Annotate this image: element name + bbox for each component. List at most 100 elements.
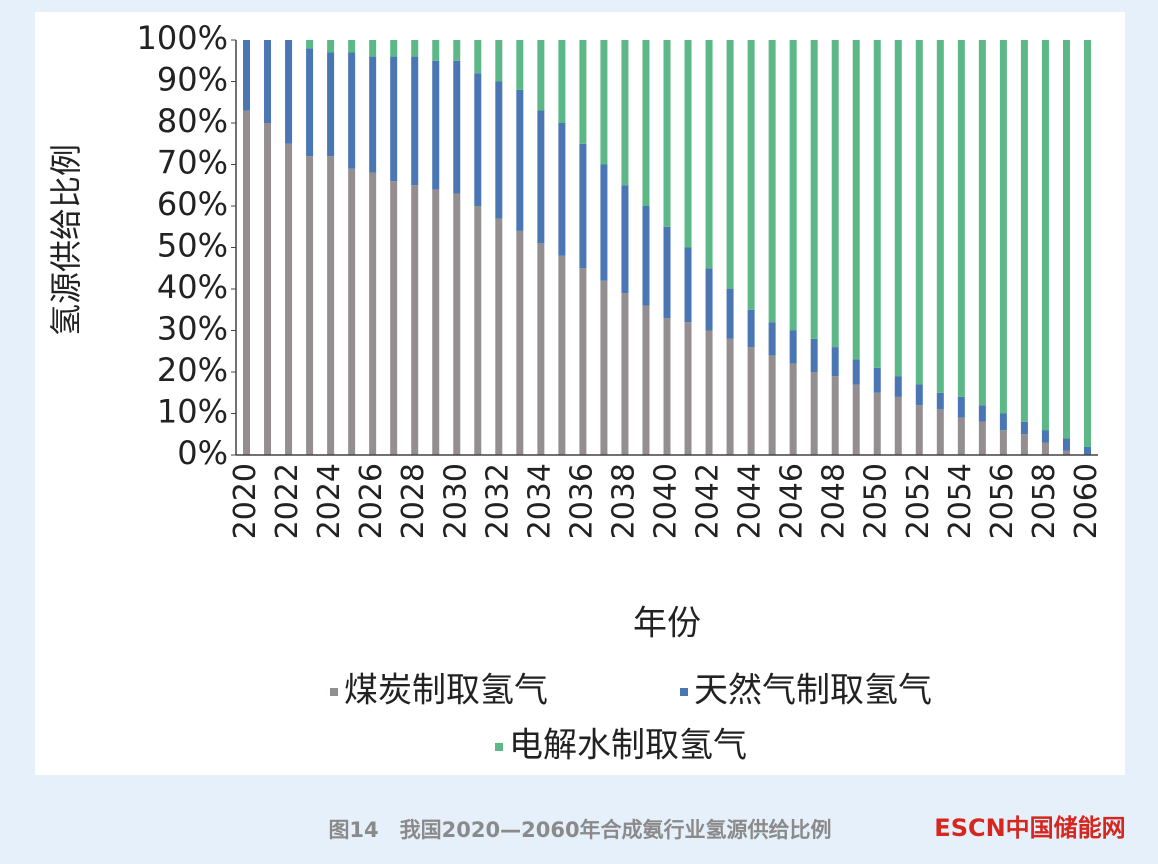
x-tick-label: 2048: [817, 463, 852, 539]
bar-segment: [516, 230, 524, 455]
bar-segment: [789, 330, 797, 364]
bar-segment: [831, 347, 839, 377]
bar-segment: [747, 347, 755, 455]
bar-segment: [537, 243, 545, 455]
x-tick-label: 2030: [438, 463, 473, 539]
legend-label: 天然气制取氢气: [694, 671, 932, 711]
bar-segment: [432, 189, 440, 455]
bar-segment: [873, 392, 881, 455]
bar-segment: [789, 363, 797, 455]
bar-segment: [579, 40, 587, 144]
bar-segment: [894, 40, 902, 377]
y-tick-label: 50%: [157, 227, 228, 265]
x-tick-label: 2052: [901, 463, 936, 539]
bar-segment: [495, 81, 503, 219]
bar-segment: [369, 172, 377, 456]
bar-segment: [495, 40, 503, 82]
x-tick-label: 2020: [228, 463, 263, 539]
bar-segment: [411, 40, 419, 57]
bar-segment: [1062, 40, 1070, 439]
bar-segment: [579, 143, 587, 269]
bar-segment: [1083, 446, 1091, 455]
bar-segment: [789, 40, 797, 331]
bar-segment: [579, 268, 587, 455]
y-tick-label: 10%: [157, 393, 228, 431]
bar-segment: [327, 52, 335, 157]
bar-segment: [264, 123, 272, 455]
bar-segment: [852, 359, 860, 385]
x-tick-label: 2036: [564, 463, 599, 539]
bar-segment: [999, 40, 1007, 414]
x-tick-label: 2060: [1069, 463, 1104, 539]
x-tick-label: 2026: [354, 463, 389, 539]
bar-segment: [621, 293, 629, 455]
y-tick-label: 20%: [157, 351, 228, 389]
bar-segment: [915, 405, 923, 455]
bar-segment: [768, 355, 776, 455]
bar-segment: [726, 338, 734, 455]
x-tick-label: 2034: [522, 463, 557, 539]
bar-segment: [474, 73, 482, 206]
bar-segment: [663, 40, 671, 227]
bar-segment: [705, 330, 713, 455]
legend-label: 电解水制取氢气: [509, 726, 747, 766]
bar-segment: [642, 40, 650, 206]
bar-segment: [768, 322, 776, 356]
bar-segment: [264, 40, 272, 123]
y-tick-label: 90%: [157, 61, 228, 99]
bar-segment: [432, 60, 440, 190]
bar-segment: [621, 185, 629, 294]
bar-segment: [915, 40, 923, 385]
bar-segment: [684, 322, 692, 455]
bar-segment: [516, 40, 524, 90]
bar-segment: [705, 40, 713, 269]
bar-segment: [663, 226, 671, 319]
y-tick-label: 100%: [137, 19, 228, 57]
bar-segment: [684, 40, 692, 248]
legend-label: 煤炭制取氢气: [344, 671, 548, 711]
bar-segment: [516, 89, 524, 231]
x-tick-label: 2056: [985, 463, 1020, 539]
bar-segment: [747, 40, 755, 310]
bar-segment: [369, 40, 377, 57]
bar-segment: [873, 367, 881, 393]
bar-segment: [495, 218, 503, 455]
bar-segment: [348, 52, 356, 169]
bar-segment: [306, 40, 314, 49]
bar-segment: [936, 409, 944, 455]
bar-segment: [936, 392, 944, 410]
bar-segment: [1041, 430, 1049, 443]
bar-segment: [348, 40, 356, 53]
legend-swatch: [495, 743, 503, 751]
bar-segment: [810, 40, 818, 339]
x-tick-label: 2044: [733, 463, 768, 539]
bar-segment: [726, 40, 734, 289]
bar-segment: [936, 40, 944, 393]
bar-segment: [642, 305, 650, 455]
bar-segment: [978, 40, 986, 406]
bar-segment: [243, 110, 251, 456]
bar-segment: [285, 143, 293, 455]
legend-swatch: [330, 688, 338, 696]
bar-segment: [957, 396, 965, 418]
bar-segment: [999, 430, 1007, 455]
bar-segment: [810, 372, 818, 455]
bar-segment: [726, 289, 734, 339]
bar-segment: [1041, 442, 1049, 455]
bar-segment: [894, 396, 902, 455]
x-axis-title: 年份: [633, 604, 701, 644]
x-tick-label: 2022: [270, 463, 305, 539]
bar-segment: [453, 40, 461, 61]
y-tick-label: 60%: [157, 185, 228, 223]
x-tick-label: 2032: [480, 463, 515, 539]
bar-segment: [558, 255, 566, 455]
bar-segment: [684, 247, 692, 323]
bar-segment: [600, 40, 608, 165]
bar-segment: [768, 40, 776, 323]
bar-segment: [411, 185, 419, 455]
x-tick-label: 2054: [943, 463, 978, 539]
bar-segment: [1020, 434, 1028, 455]
bar-segment: [411, 56, 419, 186]
bar-segment: [348, 168, 356, 455]
bar-segment: [873, 40, 881, 368]
